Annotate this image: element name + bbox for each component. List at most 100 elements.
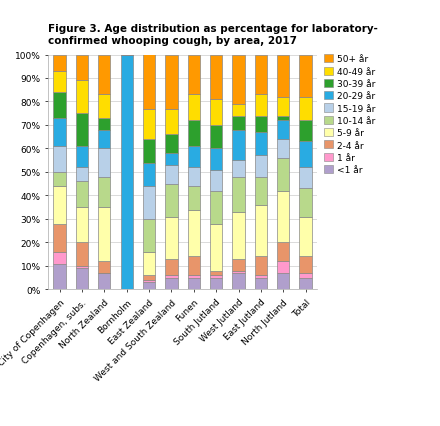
Bar <box>187 276 200 278</box>
Bar <box>210 278 222 290</box>
Bar <box>300 98 312 121</box>
Bar <box>165 135 178 154</box>
Bar <box>300 55 312 98</box>
Bar <box>165 278 178 290</box>
Bar <box>143 32 155 109</box>
Bar <box>277 158 290 191</box>
Bar <box>76 269 88 290</box>
Bar <box>232 104 245 116</box>
Bar <box>255 95 267 116</box>
Bar <box>255 177 267 205</box>
Bar <box>300 217 312 257</box>
Text: Figure 3. Age distribution as percentage for laboratory-
confirmed whooping coug: Figure 3. Age distribution as percentage… <box>48 24 378 46</box>
Bar <box>187 210 200 257</box>
Bar <box>300 168 312 189</box>
Bar <box>98 130 110 149</box>
Bar <box>277 273 290 290</box>
Bar <box>210 276 222 278</box>
Bar <box>98 55 110 95</box>
Bar <box>255 116 267 133</box>
Bar <box>143 163 155 187</box>
Bar <box>300 121 312 142</box>
Bar <box>98 95 110 118</box>
Bar <box>300 142 312 168</box>
Bar <box>187 121 200 147</box>
Bar <box>255 55 267 95</box>
Bar <box>187 168 200 187</box>
Bar <box>143 283 155 290</box>
Bar <box>143 219 155 252</box>
Bar <box>210 170 222 191</box>
Bar <box>143 276 155 280</box>
Bar <box>210 271 222 276</box>
Bar <box>165 184 178 217</box>
Bar <box>76 147 88 168</box>
Bar <box>121 55 133 290</box>
Bar <box>187 257 200 276</box>
Bar <box>76 182 88 207</box>
Bar <box>53 93 66 118</box>
Bar <box>165 276 178 278</box>
Bar <box>232 55 245 105</box>
Bar <box>255 278 267 290</box>
Bar <box>300 189 312 217</box>
Bar <box>277 243 290 262</box>
Bar <box>210 100 222 126</box>
Bar <box>165 154 178 166</box>
Bar <box>210 149 222 170</box>
Bar <box>277 116 290 121</box>
Bar <box>277 191 290 243</box>
Bar <box>98 177 110 207</box>
Bar <box>277 140 290 158</box>
Bar <box>187 55 200 95</box>
Bar <box>53 187 66 224</box>
Bar <box>232 177 245 212</box>
Bar <box>210 55 222 100</box>
Bar <box>76 266 88 269</box>
Bar <box>210 126 222 149</box>
Bar <box>165 55 178 109</box>
Bar <box>143 280 155 283</box>
Bar <box>76 114 88 147</box>
Bar <box>53 118 66 147</box>
Bar <box>98 118 110 130</box>
Bar <box>277 55 290 98</box>
Bar <box>76 55 88 81</box>
Bar <box>187 187 200 210</box>
Bar <box>210 191 222 224</box>
Bar <box>165 166 178 184</box>
Bar <box>277 262 290 273</box>
Bar <box>232 130 245 161</box>
Bar <box>255 205 267 257</box>
Bar <box>143 252 155 276</box>
Bar <box>53 252 66 264</box>
Bar <box>277 98 290 116</box>
Bar <box>165 109 178 135</box>
Bar <box>76 243 88 266</box>
Bar <box>143 140 155 163</box>
Bar <box>300 257 312 273</box>
Bar <box>98 149 110 177</box>
Bar <box>143 109 155 140</box>
Bar <box>53 224 66 252</box>
Legend: 50+ år, 40-49 år, 30-39 år, 20-29 år, 15-19 år, 10-14 år, 5-9 år, 2-4 år, 1 år, : 50+ år, 40-49 år, 30-39 år, 20-29 år, 15… <box>324 55 375 175</box>
Bar <box>76 208 88 243</box>
Bar <box>232 116 245 130</box>
Bar <box>98 262 110 273</box>
Bar <box>255 276 267 278</box>
Bar <box>98 273 110 290</box>
Bar <box>255 257 267 276</box>
Bar <box>210 224 222 271</box>
Bar <box>143 187 155 219</box>
Bar <box>76 168 88 182</box>
Bar <box>232 161 245 177</box>
Bar <box>165 217 178 259</box>
Bar <box>53 55 66 72</box>
Bar <box>300 278 312 290</box>
Bar <box>277 121 290 140</box>
Bar <box>255 133 267 156</box>
Bar <box>255 156 267 177</box>
Bar <box>98 208 110 262</box>
Bar <box>187 147 200 168</box>
Bar <box>187 278 200 290</box>
